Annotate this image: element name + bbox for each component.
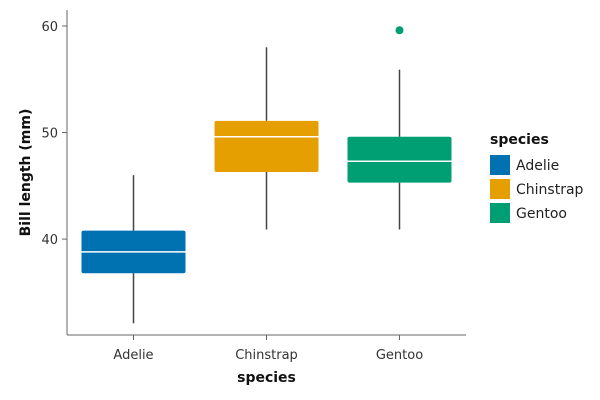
y-tick-label: 50 [41, 127, 58, 142]
box-adelie [81, 175, 186, 324]
box-gentoo [347, 26, 452, 230]
box-chinstrap [214, 47, 319, 230]
y-tick-label: 60 [41, 20, 58, 35]
plot-area [81, 26, 452, 324]
x-tick-label: Chinstrap [235, 348, 298, 363]
x-tick-label: Adelie [113, 348, 153, 363]
box-body [347, 136, 452, 183]
x-tick-label: Gentoo [376, 348, 423, 363]
legend: species Adelie Chinstrap Gentoo [490, 132, 584, 223]
legend-swatch [490, 179, 510, 199]
x-axis-title: species [237, 370, 296, 386]
y-tick-label: 40 [41, 233, 58, 248]
legend-swatch [490, 203, 510, 223]
legend-title: species [490, 132, 549, 148]
outlier-point [395, 26, 404, 35]
y-axis-title: Bill length (mm) [18, 109, 34, 237]
legend-label: Chinstrap [516, 182, 584, 198]
legend-label: Adelie [516, 158, 559, 174]
legend-swatch [490, 155, 510, 175]
box-body [214, 120, 319, 172]
legend-label: Gentoo [516, 206, 567, 222]
y-axis-ticks: 40 50 60 [41, 20, 67, 248]
x-axis-ticks: Adelie Chinstrap Gentoo [113, 335, 423, 363]
